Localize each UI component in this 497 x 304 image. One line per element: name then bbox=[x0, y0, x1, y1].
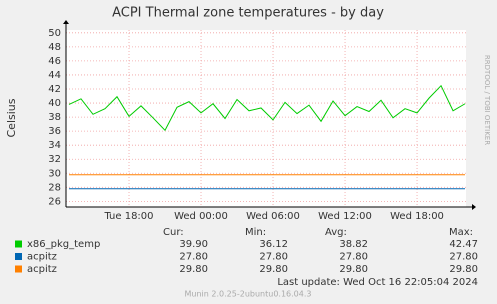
legend-header: Avg: bbox=[325, 227, 347, 238]
y-tick-label: 28 bbox=[48, 182, 61, 193]
legend-header: Min: bbox=[245, 227, 266, 238]
x-tick-label: Tue 18:00 bbox=[103, 211, 153, 222]
y-tick-label: 38 bbox=[48, 112, 61, 123]
side-label: RRDTOOL / TOBI OETIKER bbox=[483, 55, 491, 145]
y-tick-label: 48 bbox=[48, 42, 61, 53]
legend-value: 29.80 bbox=[339, 264, 368, 275]
series-line bbox=[68, 84, 466, 132]
legend-value: 29.80 bbox=[259, 264, 288, 275]
y-axis-arrow bbox=[63, 20, 69, 24]
y-tick-label: 26 bbox=[48, 196, 61, 207]
y-axis-label: Celsius bbox=[5, 98, 18, 137]
y-tick-label: 32 bbox=[48, 154, 61, 165]
x-tick-label: Wed 12:00 bbox=[318, 211, 372, 222]
legend-value: 36.12 bbox=[259, 239, 288, 250]
legend-label: acpitz bbox=[27, 264, 57, 275]
legend-value: 39.90 bbox=[179, 239, 208, 250]
legend-swatch bbox=[15, 265, 22, 273]
legend-value: 27.80 bbox=[339, 252, 368, 263]
y-tick-label: 46 bbox=[48, 56, 61, 67]
last-update: Last update: Wed Oct 16 22:05:04 2024 bbox=[277, 277, 478, 288]
legend-label: x86_pkg_temp bbox=[27, 239, 100, 250]
legend-label: acpitz bbox=[27, 252, 57, 263]
y-tick-label: 40 bbox=[48, 98, 61, 109]
legend-swatch bbox=[15, 240, 22, 248]
chart-title: ACPI Thermal zone temperatures - by day bbox=[112, 6, 384, 21]
legend-value: 27.80 bbox=[449, 252, 478, 263]
legend-header: Cur: bbox=[163, 227, 184, 238]
y-tick-label: 42 bbox=[48, 84, 61, 95]
y-tick-label: 44 bbox=[48, 70, 61, 81]
x-tick-label: Wed 00:00 bbox=[174, 211, 228, 222]
legend-value: 38.82 bbox=[339, 239, 368, 250]
y-tick-label: 30 bbox=[48, 168, 61, 179]
legend-value: 27.80 bbox=[179, 252, 208, 263]
legend-value: 29.80 bbox=[449, 264, 478, 275]
legend-swatch bbox=[15, 253, 22, 260]
x-tick-label: Wed 18:00 bbox=[390, 211, 444, 222]
legend-value: 42.47 bbox=[449, 239, 478, 250]
legend-value: 27.80 bbox=[259, 252, 288, 263]
footer: Munin 2.0.25-2ubuntu0.16.04.3 bbox=[185, 290, 312, 299]
legend-value: 29.80 bbox=[179, 264, 208, 275]
y-tick-label: 36 bbox=[48, 126, 61, 137]
plot-area bbox=[66, 30, 466, 207]
y-tick-label: 34 bbox=[48, 140, 61, 151]
x-axis-arrow bbox=[472, 204, 476, 210]
legend-header: Max: bbox=[449, 227, 473, 238]
y-tick-label: 50 bbox=[48, 28, 61, 39]
x-tick-label: Wed 06:00 bbox=[246, 211, 300, 222]
